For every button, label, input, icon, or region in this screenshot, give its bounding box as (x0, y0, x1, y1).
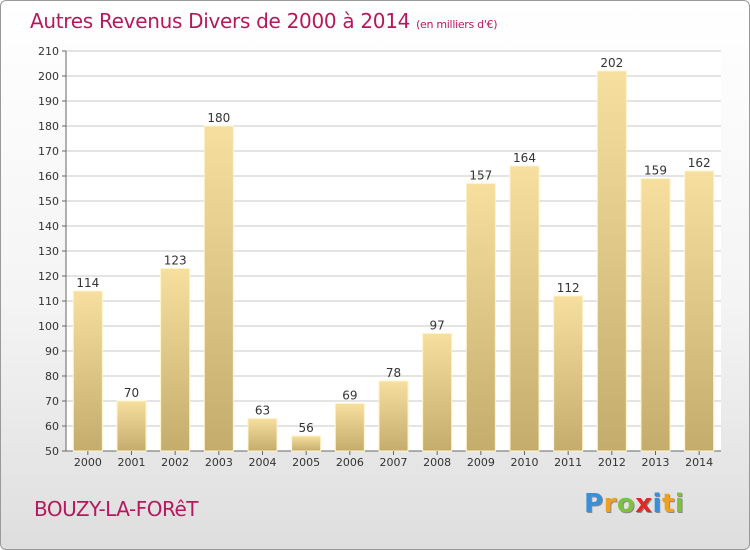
y-tick-label: 130 (38, 245, 59, 258)
logo-letter: P (584, 489, 604, 519)
x-tick-label: 2014 (685, 456, 713, 469)
logo-letter: i (652, 489, 662, 519)
x-tick-label: 2005 (292, 456, 320, 469)
logo-letter: r (603, 489, 617, 519)
x-tick-label: 2010 (511, 456, 539, 469)
logo-letter: t (661, 489, 675, 519)
bar-value-label: 180 (207, 111, 230, 125)
bar (72, 290, 103, 452)
y-tick-label: 110 (38, 295, 59, 308)
bar-value-label: 162 (688, 156, 711, 170)
bar-value-label: 69 (342, 389, 357, 403)
bar-value-label: 164 (513, 151, 536, 165)
x-tick-label: 2007 (380, 456, 408, 469)
y-tick-label: 200 (38, 70, 59, 83)
bar (596, 70, 627, 452)
bar (465, 183, 496, 452)
bar (509, 165, 540, 452)
y-tick-label: 210 (38, 45, 59, 58)
chart-title: Autres Revenus Divers de 2000 à 2014 (en … (30, 9, 498, 33)
y-tick-label: 120 (38, 270, 59, 283)
y-tick-label: 60 (45, 420, 59, 433)
bar (334, 403, 365, 452)
bar (116, 400, 147, 452)
y-tick-label: 190 (38, 95, 59, 108)
x-tick-label: 2003 (205, 456, 233, 469)
x-tick-label: 2002 (161, 456, 189, 469)
bar-value-label: 112 (557, 281, 580, 295)
y-tick-label: 140 (38, 220, 59, 233)
x-tick-label: 2012 (598, 456, 626, 469)
logo-letter: i (674, 489, 685, 519)
bar-value-label: 78 (386, 366, 401, 380)
bar (160, 268, 191, 452)
bar-value-label: 97 (430, 319, 445, 333)
x-tick-label: 2006 (336, 456, 364, 469)
bar (291, 435, 322, 452)
x-tick-label: 2008 (423, 456, 451, 469)
y-tick-label: 50 (45, 445, 59, 458)
bar (553, 295, 584, 452)
bar-value-label: 202 (600, 56, 623, 70)
bar-value-label: 63 (255, 404, 270, 418)
x-tick-label: 2011 (554, 456, 582, 469)
y-tick-label: 90 (45, 345, 59, 358)
bar (378, 380, 409, 452)
bar-value-label: 114 (76, 276, 99, 290)
bar-value-label: 56 (299, 421, 314, 435)
y-tick-label: 180 (38, 120, 59, 133)
logo-letter: x (635, 489, 653, 519)
y-tick-label: 70 (45, 395, 59, 408)
location-name: BOUZY-LA-FORêT (34, 497, 199, 521)
bar (684, 170, 715, 452)
proxiti-logo: Proxiti (584, 489, 684, 519)
chart-title-text: Autres Revenus Divers de 2000 à 2014 (30, 9, 411, 33)
chart-unit: (en milliers d'€) (416, 18, 498, 31)
x-tick-label: 2000 (74, 456, 102, 469)
x-tick-label: 2001 (118, 456, 146, 469)
y-tick-label: 150 (38, 195, 59, 208)
x-tick-label: 2009 (467, 456, 495, 469)
bar (203, 125, 234, 452)
bar-value-label: 159 (644, 164, 667, 178)
bar (640, 178, 671, 452)
bar-value-label: 123 (164, 254, 187, 268)
x-tick-label: 2004 (249, 456, 277, 469)
y-tick-label: 100 (38, 320, 59, 333)
bar (247, 418, 278, 452)
x-tick-label: 2013 (642, 456, 670, 469)
logo-letter: o (616, 489, 636, 519)
bar-value-label: 157 (469, 169, 492, 183)
y-tick-label: 160 (38, 170, 59, 183)
bar-value-label: 70 (124, 386, 139, 400)
bar (422, 333, 453, 452)
y-tick-label: 170 (38, 145, 59, 158)
y-tick-label: 80 (45, 370, 59, 383)
